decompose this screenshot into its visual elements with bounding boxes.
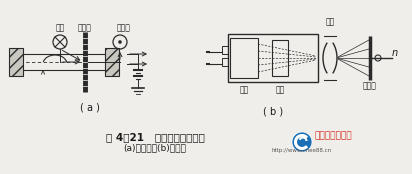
Bar	[222, 46, 228, 54]
Text: 反射面: 反射面	[363, 81, 377, 90]
Text: 中国电气产业网: 中国电气产业网	[315, 131, 353, 140]
Bar	[272, 40, 288, 76]
Circle shape	[292, 132, 312, 152]
Text: 透镜: 透镜	[239, 85, 248, 94]
Text: http://www.cnee88.cn: http://www.cnee88.cn	[272, 148, 332, 153]
Text: n: n	[392, 48, 398, 58]
Bar	[105, 48, 119, 76]
Text: 透镜: 透镜	[325, 17, 335, 26]
Bar	[230, 38, 258, 78]
Text: ( b ): ( b )	[263, 106, 283, 116]
Text: ( a ): ( a )	[80, 102, 100, 112]
Text: 光源: 光源	[55, 23, 65, 32]
Text: 光电管: 光电管	[117, 23, 131, 32]
Text: 透镜: 透镜	[275, 85, 285, 94]
Bar	[9, 48, 23, 76]
Circle shape	[118, 40, 122, 44]
Bar	[222, 58, 228, 66]
Text: (a)透光式；(b)反射式: (a)透光式；(b)反射式	[124, 143, 187, 152]
Text: 過光盘: 過光盘	[78, 23, 92, 32]
Text: 图 4－21   光电式测速传感器: 图 4－21 光电式测速传感器	[105, 132, 204, 142]
Bar	[228, 34, 318, 82]
